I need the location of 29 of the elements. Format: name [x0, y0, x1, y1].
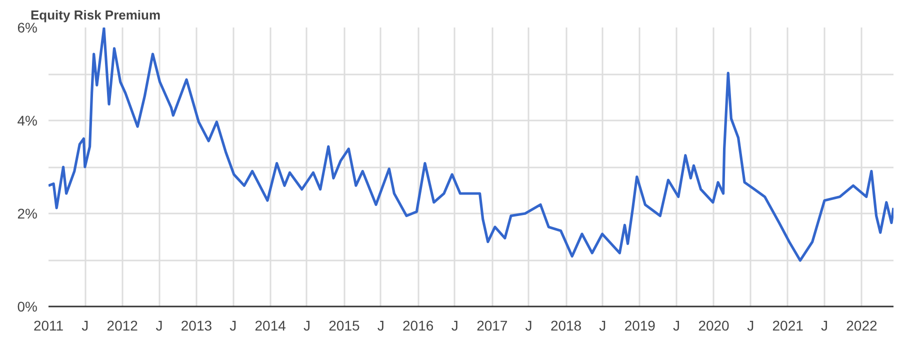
x-tick-label: 2015 [328, 318, 360, 334]
x-tick-label: 2017 [476, 318, 508, 334]
x-tick-label: 2011 [33, 318, 64, 334]
x-tick-label: J [156, 318, 163, 334]
x-tick-label: 2020 [698, 318, 730, 334]
x-tick-label: J [230, 318, 237, 334]
x-tick-label: 2016 [402, 318, 434, 334]
x-tick-label: 2022 [846, 318, 878, 334]
x-tick-label: J [525, 318, 532, 334]
x-tick-label: J [303, 318, 310, 334]
y-tick-label: 4% [17, 112, 38, 128]
x-tick-label: 2014 [254, 318, 286, 334]
line-series [48, 28, 894, 262]
x-tick-label: 2018 [550, 318, 582, 334]
x-tick-label: 2013 [180, 318, 212, 334]
x-tick-label: J [820, 318, 828, 334]
x-tick-label: 2012 [106, 318, 138, 334]
x-tick-label: J [377, 318, 384, 334]
x-tick-label: J [673, 318, 680, 334]
x-tick-label: J [747, 318, 754, 334]
y-tick-label: 6% [17, 20, 38, 36]
x-tick-label: J [599, 318, 606, 334]
y-tick-label: 0% [17, 298, 38, 314]
chart-title: Equity Risk Premium [30, 8, 161, 22]
x-tick-label: J [451, 318, 458, 334]
y-tick-label: 2% [17, 206, 38, 222]
x-tick-label: 2019 [624, 318, 656, 334]
x-tick-label: 2021 [772, 318, 804, 334]
x-tick-label: J [82, 318, 89, 334]
